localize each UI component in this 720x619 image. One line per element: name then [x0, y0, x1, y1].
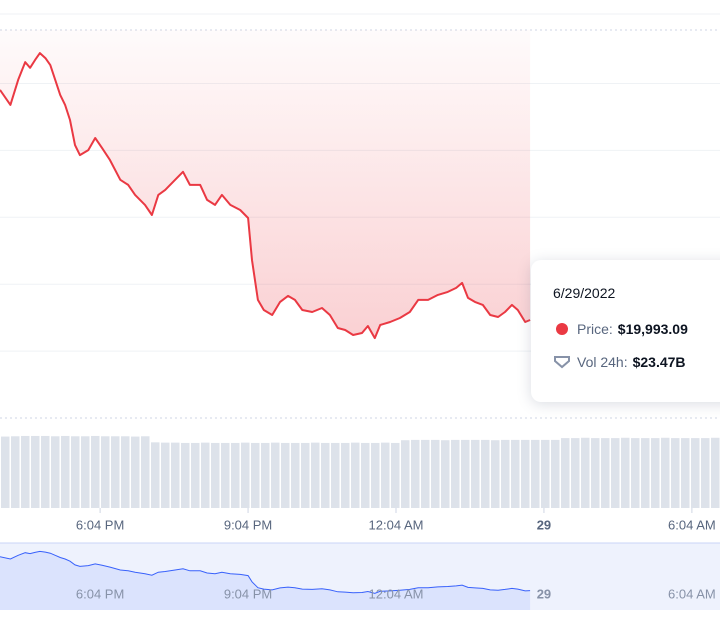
volume-bar — [691, 438, 700, 508]
volume-bar — [581, 437, 590, 508]
volume-bar — [61, 435, 70, 508]
volume-bar — [271, 442, 280, 508]
volume-bar — [121, 436, 130, 508]
volume-bar — [671, 438, 680, 508]
volume-bar — [371, 442, 380, 508]
navigator-tick-label: 12:04 AM — [369, 586, 424, 601]
volume-bar — [461, 439, 470, 508]
volume-bar — [501, 439, 510, 508]
tooltip: 6/29/2022 Price: $19,993.09 Vol 24h: $23… — [531, 260, 720, 402]
volume-bar — [451, 439, 460, 508]
volume-bar — [351, 442, 360, 508]
volume-bar — [71, 436, 80, 508]
volume-bar — [211, 442, 220, 508]
price-dot — [556, 323, 568, 335]
volume-bar — [631, 438, 640, 508]
volume-bar — [91, 435, 100, 508]
volume-bar — [201, 442, 210, 508]
volume-bar — [231, 442, 240, 508]
volume-bar — [101, 436, 110, 508]
navigator-tick-label: 29 — [537, 586, 551, 601]
volume-bar — [431, 439, 440, 508]
volume-bar — [561, 438, 570, 508]
volume-bar — [541, 439, 550, 508]
volume-bar — [191, 442, 200, 508]
volume-bar — [181, 442, 190, 508]
x-tick-label: 29 — [537, 517, 551, 532]
tooltip-price: $19,993.09 — [617, 321, 688, 337]
tooltip-price-row: Price: $19,993.09 — [553, 321, 688, 337]
navigator-line — [0, 550, 531, 594]
volume-bar — [471, 439, 480, 508]
volume-bar — [321, 442, 330, 508]
volume-bar — [311, 442, 320, 508]
volume-bar — [441, 440, 450, 508]
volume-bar — [131, 436, 140, 508]
tooltip-price-label: Price: — [577, 321, 613, 337]
tooltip-volume-label: Vol 24h: — [577, 354, 628, 370]
volume-bar — [141, 436, 150, 508]
navigator-tick-label: 6:04 AM — [668, 586, 716, 601]
volume-bar — [281, 442, 290, 508]
tooltip-volume: $23.47B — [632, 354, 686, 370]
volume-bar — [151, 442, 160, 508]
x-tick-label: 12:04 AM — [369, 517, 424, 532]
volume-bar — [221, 442, 230, 508]
volume-bar — [261, 442, 270, 508]
volume-bar — [241, 442, 250, 508]
tooltip-volume-row: Vol 24h: $23.47B — [553, 354, 686, 370]
volume-bar — [611, 438, 620, 508]
volume-bar — [161, 442, 170, 508]
volume-bar — [651, 438, 660, 508]
volume-bar — [551, 439, 560, 508]
volume-bar — [111, 436, 120, 508]
volume-bar — [251, 442, 260, 508]
x-tick-label: 6:04 PM — [76, 517, 124, 532]
volume-bar — [171, 442, 180, 508]
price-area — [0, 30, 531, 339]
volume-bar — [621, 437, 630, 508]
tooltip-date: 6/29/2022 — [553, 285, 616, 301]
volume-bar — [571, 438, 580, 508]
volume-bar — [491, 440, 500, 508]
volume-bar — [361, 442, 370, 508]
volume-bar — [601, 438, 610, 508]
navigator-tick-label: 6:04 PM — [76, 586, 124, 601]
volume-bar — [401, 440, 410, 508]
volume-bar — [681, 438, 690, 508]
navigator-bg — [0, 543, 720, 610]
navigator-area — [0, 551, 531, 610]
volume-bar — [81, 436, 90, 508]
volume-bar — [41, 435, 50, 508]
volume-bar — [421, 439, 430, 508]
volume-bar — [391, 442, 400, 508]
x-tick-label: 9:04 PM — [224, 517, 272, 532]
volume-bar — [21, 435, 30, 508]
volume-bar — [11, 436, 20, 508]
volume-bar — [381, 442, 390, 508]
x-tick-label: 6:04 AM — [668, 517, 716, 532]
navigator-tick-label: 9:04 PM — [224, 586, 272, 601]
volume-bar — [341, 442, 350, 508]
volume-bar — [511, 439, 520, 508]
volume-bar — [301, 442, 310, 508]
volume-bar — [521, 439, 530, 508]
volume-bar — [701, 438, 710, 508]
price-line — [0, 52, 531, 340]
volume-icon — [554, 356, 570, 369]
volume-bar — [641, 438, 650, 508]
volume-bar — [1, 436, 10, 508]
volume-bar — [481, 439, 490, 508]
volume-bar — [711, 437, 720, 508]
volume-bar — [331, 442, 340, 508]
volume-bar — [531, 439, 540, 508]
volume-bar — [31, 435, 40, 508]
volume-bar — [411, 439, 420, 508]
volume-bar — [51, 436, 60, 508]
volume-bar — [291, 442, 300, 508]
volume-bar — [591, 438, 600, 508]
volume-bar — [661, 437, 670, 508]
